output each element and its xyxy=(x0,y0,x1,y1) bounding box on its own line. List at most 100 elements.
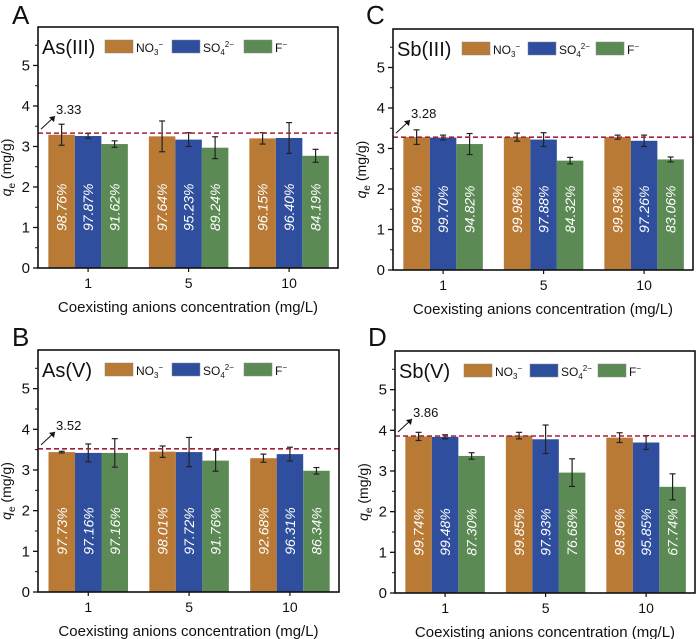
x-tick-label: 5 xyxy=(185,599,193,615)
y-tick-label: 1 xyxy=(22,219,30,236)
bar-f-10 xyxy=(657,159,684,270)
removal-percent-label: 97.26% xyxy=(636,186,652,233)
legend-label-no3: NO3− xyxy=(495,364,522,381)
panel-c: C 99.94% 99.98% 99.93% 99.70% 97.88% 97.26% 94.… xyxy=(353,0,694,318)
bar-so42-10 xyxy=(276,454,304,592)
bar-so42-5 xyxy=(175,139,202,268)
panel-letter: A xyxy=(12,0,30,30)
removal-percent-label: 94.82% xyxy=(462,186,478,233)
x-tick-label: 1 xyxy=(84,599,92,615)
panel-title: As(V) xyxy=(42,360,92,382)
bar-f-1 xyxy=(101,452,129,592)
arrow-head-icon xyxy=(406,419,412,426)
removal-percent-label: 99.48% xyxy=(437,508,453,555)
bar-f-5 xyxy=(201,147,229,268)
removal-percent-label: 86.34% xyxy=(308,507,324,554)
y-tick-label: 1 xyxy=(377,221,385,238)
bar-f-5 xyxy=(202,460,229,592)
legend-label-no3: NO3− xyxy=(136,40,163,57)
bar-no3-5 xyxy=(503,137,531,270)
panel-letter: C xyxy=(366,0,385,30)
arrow-head-icon xyxy=(49,431,55,438)
removal-percent-label: 97.72% xyxy=(181,507,197,554)
x-tick-label: 10 xyxy=(281,275,297,291)
bar-no3-10 xyxy=(250,458,277,592)
y-tick-label: 3 xyxy=(22,462,30,479)
bar-no3-1 xyxy=(403,137,430,270)
arrow-head-icon xyxy=(404,120,410,127)
bar-no3-1 xyxy=(48,134,75,268)
bar-so42-1 xyxy=(429,137,457,270)
plot-frame xyxy=(37,349,340,593)
y-tick-label: 2 xyxy=(377,181,385,198)
legend-swatch-so42 xyxy=(527,41,557,56)
legend-label-no3: NO3− xyxy=(136,363,163,380)
bar-no3-1 xyxy=(405,436,432,593)
legend-swatch-no3 xyxy=(104,39,134,54)
y-tick-label: 2 xyxy=(379,504,387,521)
bar-no3-1 xyxy=(48,452,76,592)
bar-no3-10 xyxy=(606,437,633,593)
y-tick-label: 5 xyxy=(22,381,30,398)
legend-swatch-f xyxy=(243,362,273,377)
y-axis-label: qe (mg/g) xyxy=(0,139,18,197)
bar-so42-5 xyxy=(530,139,557,270)
legend-swatch-f xyxy=(595,41,625,56)
x-axis-label: Coexisting anions concentration (mg/L) xyxy=(58,299,318,316)
removal-percent-label: 99.85% xyxy=(511,508,527,555)
removal-percent-label: 87.30% xyxy=(464,508,480,555)
x-tick-label: 5 xyxy=(185,275,193,291)
panel-a: A 98.76% 97.64% 96.15% 97.87% 95.23% 96.40% 91.… xyxy=(0,0,339,316)
legend-label-so42: SO42− xyxy=(561,364,592,381)
bar-f-5 xyxy=(556,160,584,270)
x-tick-label: 10 xyxy=(282,599,298,615)
y-tick-label: 0 xyxy=(379,585,387,602)
x-tick-label: 1 xyxy=(84,275,92,291)
bar-f-10 xyxy=(303,470,330,592)
removal-percent-label: 97.73% xyxy=(54,507,70,554)
removal-percent-label: 95.23% xyxy=(181,184,197,231)
legend-swatch-no3 xyxy=(104,362,134,377)
legend-swatch-so42 xyxy=(171,362,201,377)
removal-percent-label: 97.93% xyxy=(538,508,554,555)
panel-letter: D xyxy=(368,322,387,352)
bar-no3-5 xyxy=(505,435,533,593)
y-tick-label: 0 xyxy=(22,584,30,601)
removal-percent-label: 83.06% xyxy=(663,186,679,233)
reference-value-label: 3.33 xyxy=(56,102,81,117)
panel-letter: B xyxy=(12,322,29,352)
removal-percent-label: 89.24% xyxy=(207,184,223,231)
removal-percent-label: 91.76% xyxy=(208,507,224,554)
y-tick-label: 3 xyxy=(379,463,387,480)
removal-percent-label: 96.40% xyxy=(281,184,297,231)
bar-so42-5 xyxy=(175,452,203,592)
removal-percent-label: 97.64% xyxy=(154,184,170,231)
removal-percent-label: 96.15% xyxy=(255,184,271,231)
reference-value-label: 3.86 xyxy=(413,405,438,420)
y-axis-label: qe (mg/g) xyxy=(355,463,375,521)
bar-f-1 xyxy=(101,144,128,268)
bar-so42-1 xyxy=(75,452,102,592)
bar-f-1 xyxy=(456,144,483,270)
y-tick-label: 2 xyxy=(22,503,30,520)
removal-percent-label: 99.70% xyxy=(435,186,451,233)
x-tick-label: 1 xyxy=(439,277,447,293)
panel-title: As(III) xyxy=(42,37,95,59)
legend-label-f: F− xyxy=(627,42,639,57)
reference-value-label: 3.52 xyxy=(56,418,81,433)
removal-percent-label: 84.32% xyxy=(562,186,578,233)
legend-swatch-f xyxy=(597,363,627,378)
removal-percent-label: 97.16% xyxy=(80,507,96,554)
y-tick-label: 3 xyxy=(22,138,30,155)
removal-percent-label: 95.85% xyxy=(638,508,654,555)
removal-percent-label: 96.31% xyxy=(282,507,298,554)
legend-swatch-no3 xyxy=(461,41,491,56)
bar-f-10 xyxy=(302,155,329,268)
y-tick-label: 1 xyxy=(22,543,30,560)
legend-label-so42: SO42− xyxy=(203,40,234,57)
removal-percent-label: 98.96% xyxy=(612,508,628,555)
removal-percent-label: 84.19% xyxy=(308,184,324,231)
y-tick-label: 2 xyxy=(22,179,30,196)
bar-no3-5 xyxy=(149,451,176,592)
